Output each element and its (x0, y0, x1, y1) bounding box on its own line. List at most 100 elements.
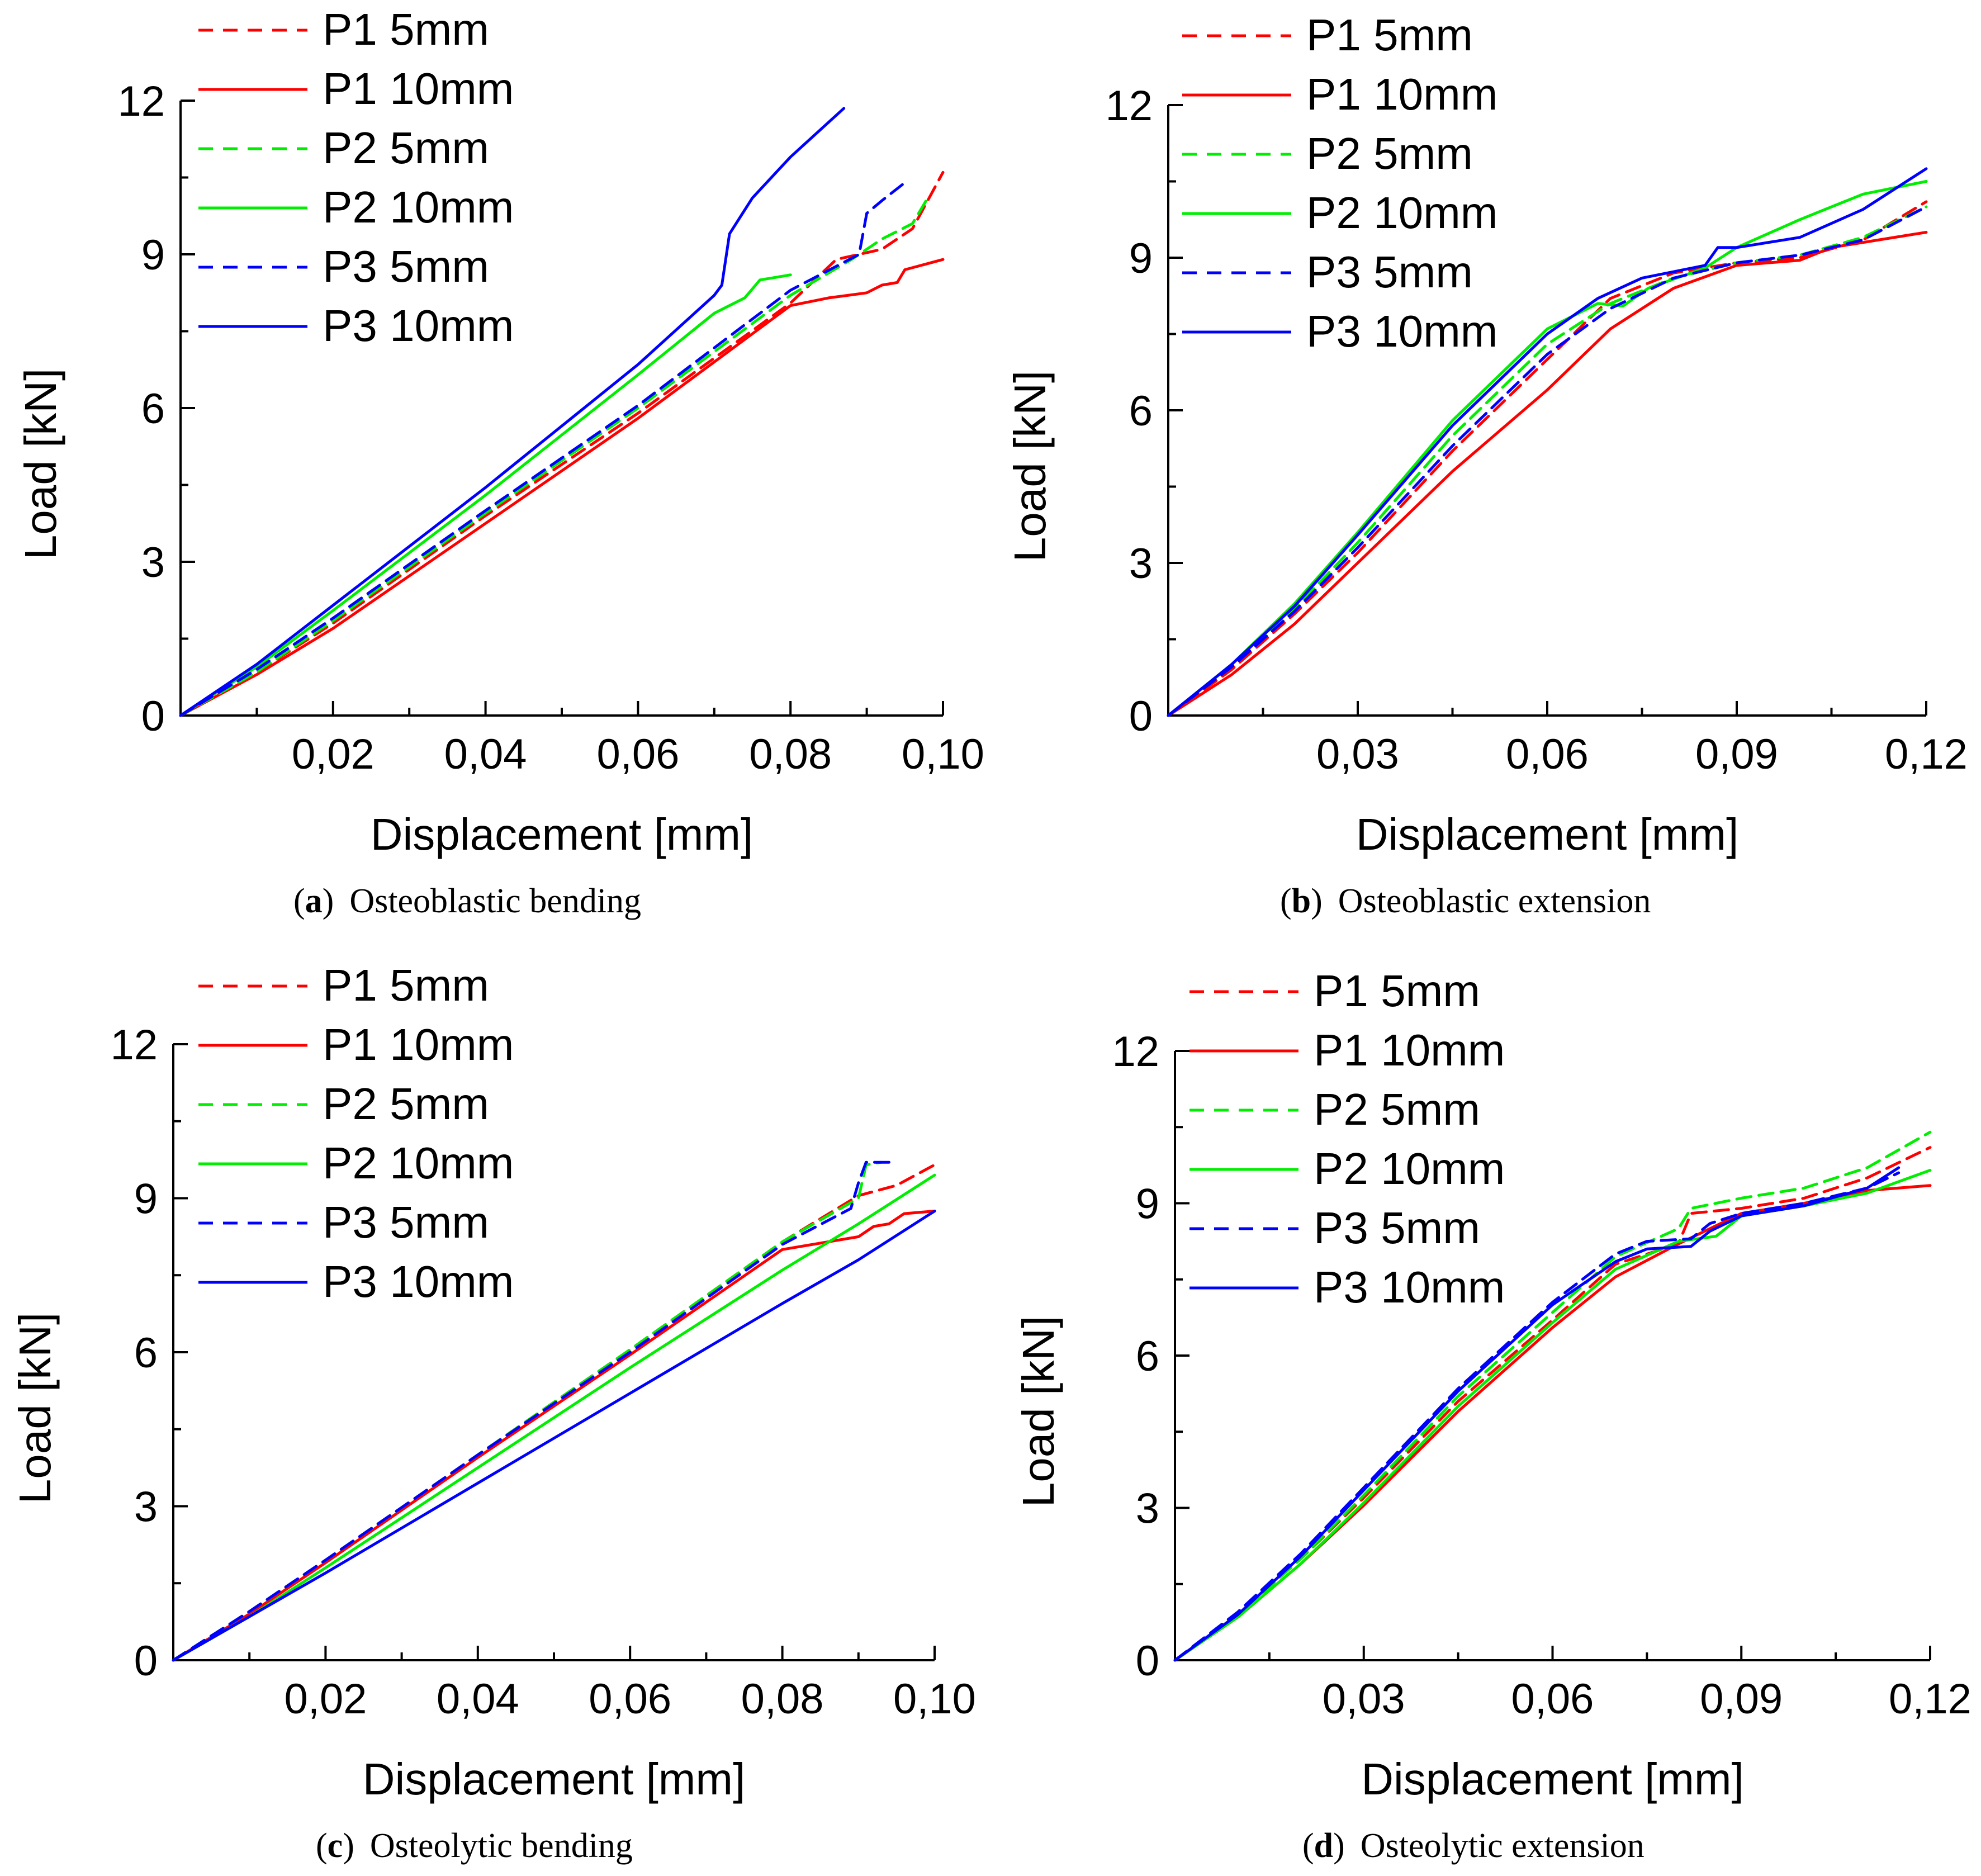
y-tick-label: 0 (1129, 693, 1153, 740)
chart-panel-c: 0 3 6 9 12 0,02 0,04 0,06 0,08 0,10 Displacement [… (10, 960, 976, 1865)
x-tick-label: 0,02 (292, 731, 375, 778)
legend-label: P3 10mm (323, 1257, 514, 1306)
x-tick-label: 0,08 (749, 731, 832, 778)
series-line-p1-5mm (1173, 1146, 1932, 1662)
panel-caption: (d) Osteolytic extension (1302, 1827, 1644, 1865)
legend-label: P1 5mm (323, 960, 489, 1010)
legend-label: P3 10mm (1314, 1262, 1505, 1312)
x-axis-title: Displacement [mm] (363, 1754, 746, 1804)
y-tick-label: 12 (110, 1021, 158, 1069)
legend: P1 5mm P1 10mm P2 5mm P2 10mm P3 5mm P3 10mm (198, 960, 514, 1306)
legend-label: P2 10mm (1306, 188, 1497, 238)
x-tick-label: 0,06 (596, 731, 679, 778)
y-axis-title: Load [kN] (1013, 1316, 1063, 1507)
legend-label: P3 5mm (1314, 1203, 1480, 1253)
legend-label: P2 5mm (323, 123, 489, 173)
panel-caption: (a) Osteoblastic bending (293, 882, 641, 920)
panel-caption: (c) Osteolytic bending (316, 1827, 633, 1865)
x-tick-label: 0,09 (1695, 731, 1778, 778)
series-line-p1-5mm (179, 170, 945, 717)
x-tick-label: 0,03 (1323, 1675, 1405, 1723)
legend-label: P3 5mm (323, 1197, 489, 1247)
legend-label: P1 5mm (1314, 966, 1480, 1016)
legend-label: P1 10mm (1314, 1025, 1505, 1075)
legend-label: P1 5mm (323, 4, 489, 54)
x-tick-label: 0,04 (444, 731, 527, 778)
legend-label: P2 10mm (323, 182, 514, 232)
series-line-p3-10mm (179, 107, 846, 717)
y-tick-label: 3 (1129, 540, 1153, 588)
legend-label: P2 5mm (1306, 129, 1473, 178)
series-line-p1-5mm (1167, 200, 1928, 717)
series-line-p2-5mm (1173, 1130, 1932, 1662)
y-tick-label: 9 (134, 1176, 158, 1223)
series-line-p2-10mm (1167, 180, 1928, 717)
x-axis-title: Displacement [mm] (1361, 1754, 1744, 1804)
series-line-p3-5mm (172, 1160, 898, 1662)
series-line-p2-10mm (1173, 1169, 1932, 1662)
legend-label: P3 10mm (1306, 306, 1497, 356)
legend-label: P2 10mm (323, 1138, 514, 1188)
y-tick-label: 6 (1136, 1333, 1159, 1380)
series-line-p2-5mm (1167, 205, 1928, 717)
x-tick-label: 0,02 (284, 1675, 367, 1723)
y-tick-label: 9 (1136, 1181, 1159, 1228)
y-tick-label: 0 (1136, 1637, 1159, 1685)
y-tick-label: 0 (134, 1637, 158, 1685)
series-line-p2-10mm (179, 273, 792, 717)
x-tick-label: 0,06 (1506, 731, 1589, 778)
x-tick-label: 0,06 (589, 1675, 671, 1723)
y-tick-label: 9 (1129, 235, 1153, 282)
series-line-p1-10mm (172, 1210, 936, 1662)
y-tick-label: 0 (141, 693, 165, 740)
chart-panel-d: 0 3 6 9 12 0,03 0,06 0,09 0,12 Displacement [mm] L… (1013, 966, 1971, 1865)
x-tick-label: 0,10 (893, 1675, 976, 1723)
x-tick-label: 0,09 (1700, 1675, 1783, 1723)
y-tick-label: 6 (141, 385, 165, 433)
legend: P1 5mm P1 10mm P2 5mm P2 10mm P3 5mm P3 10mm (1182, 10, 1497, 356)
y-axis-title: Load [kN] (1005, 371, 1055, 562)
legend-label: P1 5mm (1306, 10, 1473, 60)
y-tick-label: 9 (141, 231, 165, 279)
chart-panel-b: 0 3 6 9 12 0,03 0,06 0,09 0,12 Displacement [mm] L… (1005, 10, 1968, 920)
y-tick-label: 6 (1129, 387, 1153, 435)
x-axis-title: Displacement [mm] (371, 809, 753, 859)
legend-label: P1 10mm (1306, 69, 1497, 119)
series-line-p1-10mm (179, 258, 945, 717)
x-tick-label: 0,04 (437, 1675, 519, 1723)
x-tick-label: 0,03 (1316, 731, 1399, 778)
y-tick-label: 12 (1112, 1028, 1159, 1076)
y-axis-title: Load [kN] (16, 368, 65, 560)
x-axis-title: Displacement [mm] (1356, 809, 1739, 859)
y-tick-label: 3 (134, 1484, 158, 1531)
series-line-p3-5mm (179, 181, 907, 717)
y-tick-label: 3 (1136, 1485, 1159, 1533)
x-tick-label: 0,12 (1889, 1675, 1971, 1723)
legend: P1 5mm P1 10mm P2 5mm P2 10mm P3 5mm P3 10mm (198, 4, 514, 350)
legend-label: P2 5mm (1314, 1084, 1480, 1134)
y-tick-label: 12 (117, 78, 165, 125)
series-line-p2-5mm (179, 196, 930, 717)
series-line-p1-10mm (1167, 231, 1928, 717)
y-tick-label: 6 (134, 1329, 158, 1377)
legend-label: P1 10mm (323, 64, 514, 113)
series-line-p3-5mm (1167, 205, 1928, 717)
series-line-p2-5mm (172, 1160, 883, 1662)
legend-label: P2 10mm (1314, 1144, 1505, 1193)
chart-panel-a: 0 3 6 9 12 0,02 0,04 0,06 0,08 0,10 Displacement [… (16, 4, 984, 920)
series-line-p1-10mm (1173, 1184, 1932, 1662)
x-tick-label: 0,10 (902, 731, 984, 778)
legend-label: P3 5mm (1306, 247, 1473, 297)
legend: P1 5mm P1 10mm P2 5mm P2 10mm P3 5mm P3 10mm (1189, 966, 1505, 1312)
y-tick-label: 12 (1105, 82, 1153, 130)
legend-label: P1 10mm (323, 1020, 514, 1069)
series-line-p3-10mm (1167, 167, 1928, 717)
legend-label: P3 5mm (323, 241, 489, 291)
x-tick-label: 0,06 (1511, 1675, 1594, 1723)
series-line-p3-10mm (1173, 1166, 1901, 1662)
legend-label: P3 10mm (323, 301, 514, 350)
x-tick-label: 0,12 (1885, 731, 1968, 778)
y-axis-title: Load [kN] (10, 1313, 60, 1504)
legend-label: P2 5mm (323, 1079, 489, 1129)
